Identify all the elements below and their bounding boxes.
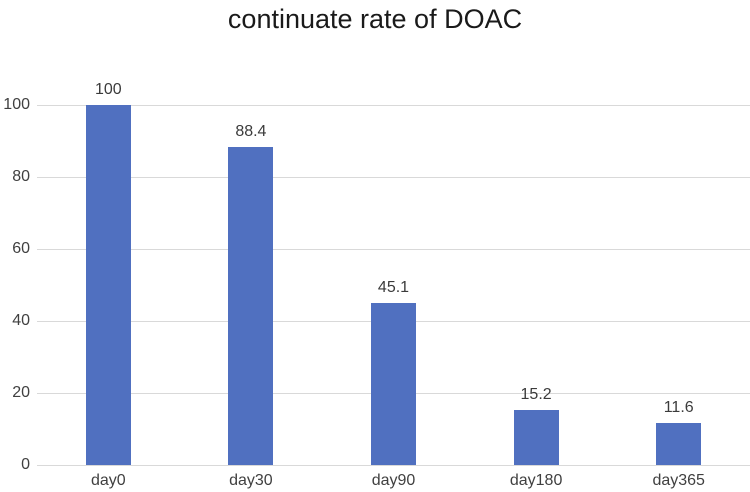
gridline [37,248,750,250]
y-tick-label: 40 [12,312,30,329]
bar [513,410,559,465]
x-tick-label: day365 [652,472,705,489]
y-tick-label: 60 [12,240,30,257]
gridline [37,104,750,106]
gridline [37,176,750,178]
bar-value-label: 88.4 [235,122,267,140]
bar-value-label: 15.2 [520,386,552,404]
x-tick-label: day180 [509,472,563,489]
gridline [37,464,750,466]
x-tick-label: day0 [90,472,126,489]
bar [85,105,131,465]
bar-value-label: 11.6 [663,399,694,417]
y-tick-label: 0 [21,456,30,473]
chart-title: continuate rate of DOAC [227,4,523,34]
bar [228,146,274,465]
bar [656,423,702,465]
y-tick-label: 20 [12,384,30,401]
bar [371,302,416,465]
x-tick-label: day90 [371,472,416,489]
bar-value-label: 100 [94,81,122,98]
bar-value-label: 45.1 [377,278,410,296]
y-tick-label: 80 [12,168,30,185]
y-tick-label: 100 [3,96,30,113]
x-tick-label: day30 [229,472,273,489]
